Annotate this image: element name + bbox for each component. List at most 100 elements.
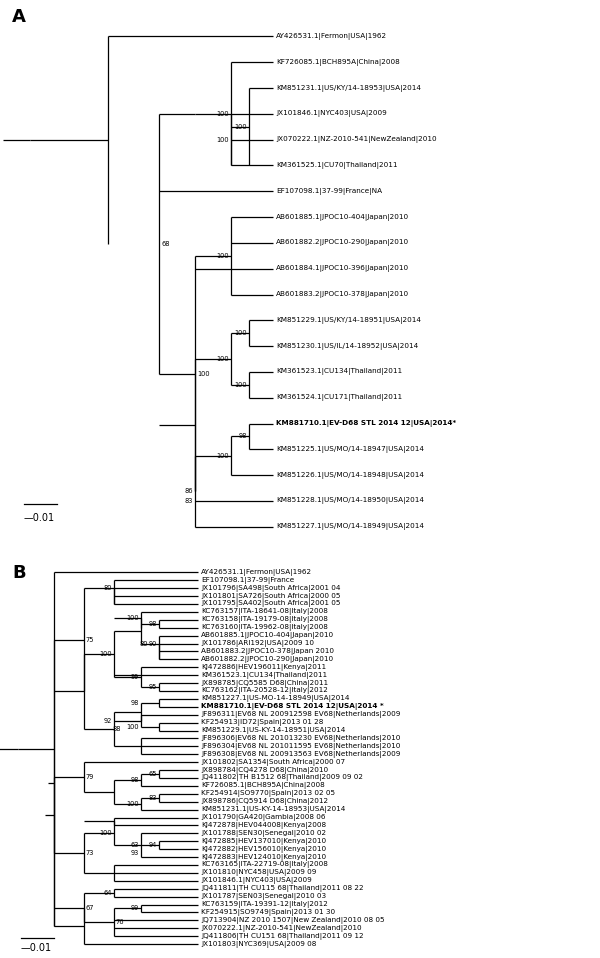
Text: 92: 92 [104, 718, 112, 723]
Text: 98: 98 [149, 621, 157, 627]
Text: JX070222.1|NZ-2010-541|NewZealand|2010: JX070222.1|NZ-2010-541|NewZealand|2010 [201, 924, 362, 932]
Text: 68: 68 [161, 240, 170, 247]
Text: KJ472883|HEV124010|Kenya|2010: KJ472883|HEV124010|Kenya|2010 [201, 854, 326, 860]
Text: —0.01: —0.01 [21, 943, 52, 953]
Text: 93: 93 [131, 850, 139, 856]
Text: 80: 80 [104, 585, 112, 591]
Text: KF726085.1|BCH895A|China|2008: KF726085.1|BCH895A|China|2008 [276, 58, 400, 66]
Text: 95: 95 [149, 684, 157, 690]
Text: AB601885.1|JPOC10-404|Japan|2010: AB601885.1|JPOC10-404|Japan|2010 [276, 214, 409, 220]
Text: KJ472878|HEV044008|Kenya|2008: KJ472878|HEV044008|Kenya|2008 [201, 822, 326, 829]
Text: 100: 100 [127, 801, 139, 807]
Text: JX898784|CQ4278 D68|China|2010: JX898784|CQ4278 D68|China|2010 [201, 766, 328, 773]
Text: JX101795|SA402|South Africa|2001 05: JX101795|SA402|South Africa|2001 05 [201, 601, 341, 607]
Text: JX898785|CQ5585 D68|China|2011: JX898785|CQ5585 D68|China|2011 [201, 679, 328, 687]
Text: 65: 65 [149, 771, 157, 777]
Text: JF896311|EV68 NL 200912598 EV68|Netherlands|2009: JF896311|EV68 NL 200912598 EV68|Netherla… [201, 711, 400, 718]
Text: KM851227.1|US-MO-14-18949|USA|2014: KM851227.1|US-MO-14-18949|USA|2014 [201, 696, 349, 702]
Text: 100: 100 [127, 615, 139, 621]
Text: JF896306|EV68 NL 201013230 EV68|Netherlands|2010: JF896306|EV68 NL 201013230 EV68|Netherla… [201, 735, 400, 741]
Text: JF896304|EV68 NL 201011595 EV68|Netherlands|2010: JF896304|EV68 NL 201011595 EV68|Netherla… [201, 742, 400, 750]
Text: KM851226.1|US/MO/14-18948|USA|2014: KM851226.1|US/MO/14-18948|USA|2014 [276, 471, 424, 479]
Text: AB601883.2|JPOC10-378|Japan 2010: AB601883.2|JPOC10-378|Japan 2010 [201, 648, 334, 655]
Text: KM851231.1|US-KY-14-18953|USA|2014: KM851231.1|US-KY-14-18953|USA|2014 [201, 806, 346, 813]
Text: 100: 100 [216, 253, 229, 259]
Text: KF254914|SO9770|Spain|2013 02 05: KF254914|SO9770|Spain|2013 02 05 [201, 790, 335, 797]
Text: KC763165|ITA-22719-08|Italy|2008: KC763165|ITA-22719-08|Italy|2008 [201, 861, 328, 869]
Text: JX101787|SEN03|Senegal|2010 03: JX101787|SEN03|Senegal|2010 03 [201, 893, 326, 901]
Text: 100: 100 [216, 453, 229, 459]
Text: KM851229.1|US/KY/14-18951|USA|2014: KM851229.1|US/KY/14-18951|USA|2014 [276, 317, 421, 324]
Text: KJ472882|HEV156010|Kenya|2010: KJ472882|HEV156010|Kenya|2010 [201, 846, 326, 853]
Text: KM851230.1|US/IL/14-18952|USA|2014: KM851230.1|US/IL/14-18952|USA|2014 [276, 343, 418, 350]
Text: EF107098.1|37-99|France|NA: EF107098.1|37-99|France|NA [276, 188, 382, 194]
Text: 98: 98 [238, 433, 247, 440]
Text: JX101796|SA498|South Africa|2001 04: JX101796|SA498|South Africa|2001 04 [201, 584, 341, 592]
Text: KM851229.1|US-KY-14-18951|USA|2014: KM851229.1|US-KY-14-18951|USA|2014 [201, 727, 346, 734]
Text: JQ713904|NZ 2010 1507|New Zealand|2010 08 05: JQ713904|NZ 2010 1507|New Zealand|2010 0… [201, 917, 385, 924]
Text: KM361524.1|CU171|Thailand|2011: KM361524.1|CU171|Thailand|2011 [276, 395, 402, 401]
Text: AB601885.1|JPOC10-404|Japan|2010: AB601885.1|JPOC10-404|Japan|2010 [201, 632, 334, 639]
Text: KM851225.1|US/MO/14-18947|USA|2014: KM851225.1|US/MO/14-18947|USA|2014 [276, 445, 424, 453]
Text: JX101803|NYC369|USA|2009 08: JX101803|NYC369|USA|2009 08 [201, 941, 316, 947]
Text: JX070222.1|NZ-2010-541|NewZealand|2010: JX070222.1|NZ-2010-541|NewZealand|2010 [276, 136, 437, 143]
Text: JF896308|EV68 NL 200913563 EV68|Netherlands|2009: JF896308|EV68 NL 200913563 EV68|Netherla… [201, 751, 400, 758]
Text: KM361523.1|CU134|Thailand|2011: KM361523.1|CU134|Thailand|2011 [276, 369, 402, 376]
Text: AB601883.2|JPOC10-378|Japan|2010: AB601883.2|JPOC10-378|Japan|2010 [276, 291, 409, 298]
Text: AY426531.1|Fermon|USA|1962: AY426531.1|Fermon|USA|1962 [276, 33, 387, 40]
Text: 100: 100 [100, 650, 112, 657]
Text: KF726085.1|BCH895A|China|2008: KF726085.1|BCH895A|China|2008 [201, 783, 325, 789]
Text: 100: 100 [234, 124, 247, 129]
Text: 98: 98 [131, 700, 139, 706]
Text: AB601882.2|JPOC10-290|Japan|2010: AB601882.2|JPOC10-290|Japan|2010 [276, 240, 409, 246]
Text: 79: 79 [86, 774, 94, 780]
Text: 83: 83 [149, 795, 157, 801]
Text: JX101846.1|NYC403|USA|2009: JX101846.1|NYC403|USA|2009 [201, 878, 312, 884]
Text: KC763158|ITA-19179-08|Italy|2008: KC763158|ITA-19179-08|Italy|2008 [201, 616, 328, 624]
Text: 75: 75 [86, 637, 94, 643]
Text: B: B [12, 564, 26, 582]
Text: 100: 100 [216, 137, 229, 143]
Text: —0.01: —0.01 [24, 513, 55, 523]
Text: 83: 83 [184, 498, 193, 504]
Text: 100: 100 [216, 356, 229, 362]
Text: 67: 67 [86, 904, 94, 910]
Text: AB601882.2|JPOC10-290|Japan|2010: AB601882.2|JPOC10-290|Japan|2010 [201, 656, 334, 663]
Text: JX101786|ARI192|USA|2009 10: JX101786|ARI192|USA|2009 10 [201, 640, 314, 647]
Text: JX101802|SA1354|South Africa|2000 07: JX101802|SA1354|South Africa|2000 07 [201, 759, 345, 765]
Text: 86: 86 [184, 489, 193, 494]
Text: JQ411806|TH CU151 68|Thailand|2011 09 12: JQ411806|TH CU151 68|Thailand|2011 09 12 [201, 933, 364, 940]
Text: JX101801|SA726|South Africa|2000 05: JX101801|SA726|South Africa|2000 05 [201, 593, 341, 600]
Text: KC763159|ITA-19391-12|Italy|2012: KC763159|ITA-19391-12|Italy|2012 [201, 901, 328, 908]
Text: JX898786|CQ5914 D68|China|2012: JX898786|CQ5914 D68|China|2012 [201, 798, 328, 806]
Text: JX101846.1|NYC403|USA|2009: JX101846.1|NYC403|USA|2009 [276, 110, 387, 118]
Text: 100: 100 [127, 723, 139, 730]
Text: 100: 100 [234, 382, 247, 388]
Text: KM851228.1|US/MO/14-18950|USA|2014: KM851228.1|US/MO/14-18950|USA|2014 [276, 497, 424, 505]
Text: 88: 88 [112, 726, 121, 732]
Text: KM361523.1|CU134|Thailand|2011: KM361523.1|CU134|Thailand|2011 [201, 672, 327, 678]
Text: EF107098.1|37-99|France: EF107098.1|37-99|France [201, 577, 294, 583]
Text: KM881710.1|EV-D68 STL 2014 12|USA|2014*: KM881710.1|EV-D68 STL 2014 12|USA|2014* [276, 420, 456, 427]
Text: AY426531.1|Fermon|USA|1962: AY426531.1|Fermon|USA|1962 [201, 569, 312, 576]
Text: KJ472886|HEV196011|Kenya|2011: KJ472886|HEV196011|Kenya|2011 [201, 664, 326, 671]
Text: KM851227.1|US/MO/14-18949|USA|2014: KM851227.1|US/MO/14-18949|USA|2014 [276, 523, 424, 531]
Text: 99: 99 [131, 674, 139, 680]
Text: KF254913|ID72|Spain|2013 01 28: KF254913|ID72|Spain|2013 01 28 [201, 719, 323, 726]
Text: 94: 94 [149, 842, 157, 848]
Text: KC763162|ITA-20528-12|Italy|2012: KC763162|ITA-20528-12|Italy|2012 [201, 688, 328, 695]
Text: 100: 100 [100, 831, 112, 836]
Text: 76: 76 [116, 920, 124, 925]
Text: 63: 63 [131, 842, 139, 848]
Text: JX101810|NYC458|USA|2009 09: JX101810|NYC458|USA|2009 09 [201, 870, 316, 877]
Text: 80: 80 [139, 641, 148, 647]
Text: JQ411802|TH B1512 68|Thailand|2009 09 02: JQ411802|TH B1512 68|Thailand|2009 09 02 [201, 774, 363, 782]
Text: 100: 100 [216, 111, 229, 117]
Text: JX101790|GA420|Gambia|2008 06: JX101790|GA420|Gambia|2008 06 [201, 814, 325, 821]
Text: 99: 99 [131, 905, 139, 911]
Text: KF254915|SO9749|Spain|2013 01 30: KF254915|SO9749|Spain|2013 01 30 [201, 909, 335, 916]
Text: JQ411811|TH CU115 68|Thailand|2011 08 22: JQ411811|TH CU115 68|Thailand|2011 08 22 [201, 885, 364, 892]
Text: 100: 100 [234, 331, 247, 336]
Text: 100: 100 [197, 371, 210, 376]
Text: 64: 64 [104, 890, 112, 896]
